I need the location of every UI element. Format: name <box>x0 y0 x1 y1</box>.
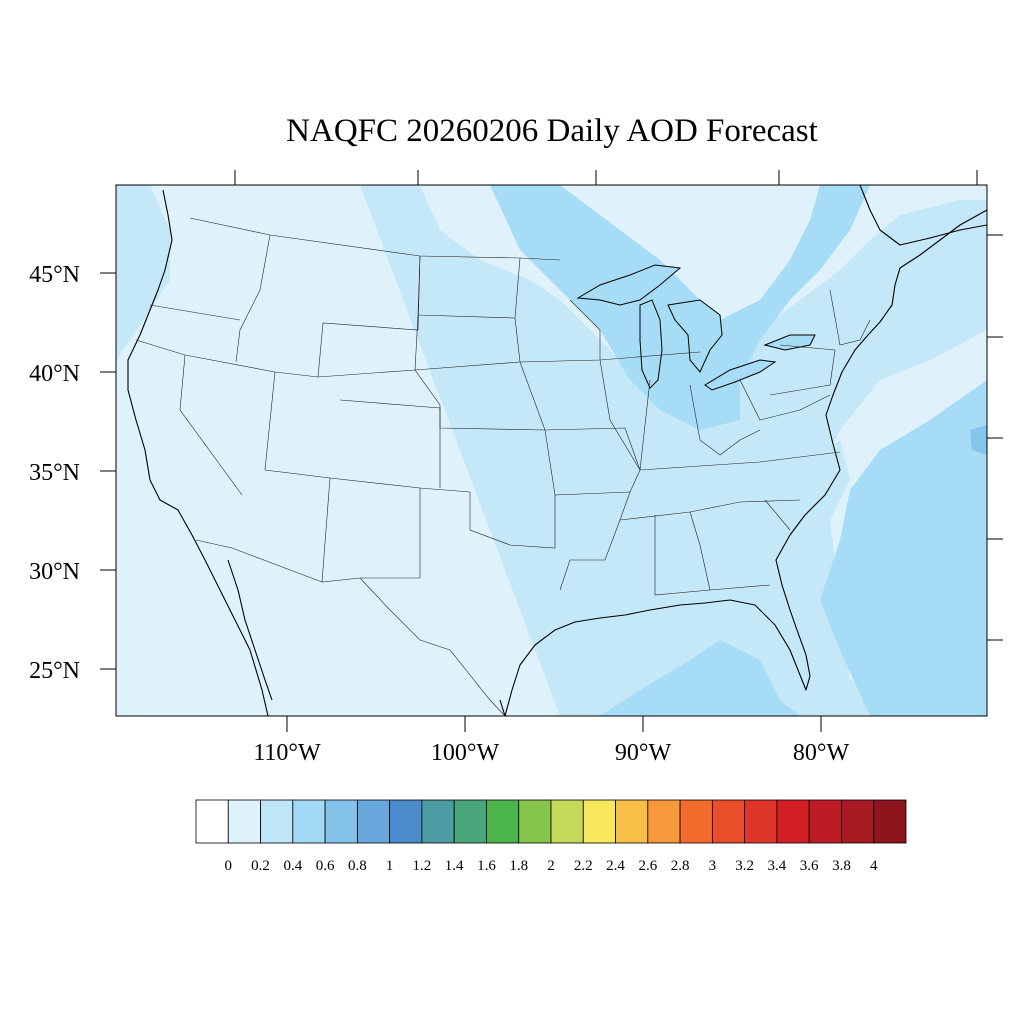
colorbar-label: 2.4 <box>606 858 625 874</box>
colorbar <box>195 799 907 844</box>
right-ticks <box>987 234 1003 641</box>
colorbar-swatch <box>389 799 423 844</box>
left-ticks <box>100 272 116 670</box>
coastline-pacific <box>127 189 269 716</box>
colorbar-swatch <box>195 799 229 844</box>
colorbar-label: 2.6 <box>638 858 657 874</box>
aod-region-west-coast-light <box>116 185 170 360</box>
colorbar-label: 0 <box>225 858 233 874</box>
lat-label: 30°N <box>29 559 80 585</box>
colorbar-swatch <box>324 799 358 844</box>
colorbar-swatch <box>776 799 810 844</box>
longitude-labels: 110°W 100°W 90°W 80°W <box>253 740 849 766</box>
colorbar-swatch <box>453 799 487 844</box>
colorbar-swatch <box>873 799 907 844</box>
colorbar-swatch <box>647 799 681 844</box>
colorbar-swatch <box>582 799 616 844</box>
lon-label: 100°W <box>431 740 500 766</box>
lake-michigan <box>639 299 663 389</box>
colorbar-label: 1.2 <box>413 858 432 874</box>
map-frame <box>115 184 988 717</box>
colorbar-labels: 0 0.2 0.4 0.6 0.8 1 1.2 1.4 1.6 1.8 2 2.2 2.4 2.6 2.8 3… <box>225 858 878 874</box>
colorbar-label: 1.8 <box>509 858 528 874</box>
colorbar-label: 3.2 <box>735 858 754 874</box>
coastline-baja <box>227 559 273 701</box>
colorbar-swatch <box>260 799 294 844</box>
colorbar-label: 4 <box>870 858 878 874</box>
lake-superior <box>576 264 682 306</box>
colorbar-swatch <box>711 799 746 844</box>
colorbar-label: 2 <box>547 858 555 874</box>
colorbar-swatch <box>744 799 778 844</box>
colorbar-label: 0.4 <box>283 858 302 874</box>
aod-map <box>116 185 987 716</box>
colorbar-swatch <box>227 799 261 844</box>
coastline-atlantic <box>775 209 987 611</box>
colorbar-label: 2.2 <box>574 858 593 874</box>
lat-label: 40°N <box>29 361 80 387</box>
colorbar-label: 1.6 <box>477 858 496 874</box>
bottom-ticks <box>286 716 822 732</box>
lon-label: 90°W <box>615 740 672 766</box>
colorbar-label: 0.2 <box>251 858 270 874</box>
coastline-mexico-east <box>499 699 506 716</box>
colorbar-label: 2.8 <box>671 858 690 874</box>
colorbar-label: 0.6 <box>316 858 335 874</box>
state-borders <box>135 217 871 716</box>
lon-label: 80°W <box>793 740 850 766</box>
colorbar-swatch <box>550 799 584 844</box>
latitude-labels: 45°N 40°N 35°N 30°N 25°N <box>29 262 80 684</box>
colorbar-swatch <box>808 799 842 844</box>
lat-label: 35°N <box>29 460 80 486</box>
top-ticks <box>234 170 978 185</box>
colorbar-swatch <box>679 799 713 844</box>
lake-erie <box>704 359 777 391</box>
colorbar-swatch <box>421 799 455 844</box>
colorbar-label: 1.4 <box>445 858 464 874</box>
colorbar-label: 0.8 <box>348 858 367 874</box>
colorbar-swatch <box>615 799 649 844</box>
colorbar-label: 3.4 <box>768 858 787 874</box>
colorbar-swatch <box>841 799 875 844</box>
aod-field <box>116 185 987 716</box>
colorbar-swatch <box>518 799 552 844</box>
lat-label: 25°N <box>29 658 80 684</box>
colorbar-label: 1 <box>386 858 394 874</box>
aod-region-ocean-medium <box>820 380 987 716</box>
colorbar-swatch <box>292 799 326 844</box>
coastlines <box>127 185 987 716</box>
great-lakes <box>576 264 816 391</box>
lon-label: 110°W <box>253 740 321 766</box>
colorbar-label: 3.6 <box>800 858 819 874</box>
colorbar-label: 3.8 <box>832 858 851 874</box>
figure-title: NAQFC 20260206 Daily AOD Forecast <box>286 113 818 149</box>
colorbar-swatch <box>356 799 391 844</box>
lat-label: 45°N <box>29 262 80 288</box>
lake-huron <box>667 299 723 373</box>
aod-region-gulf-medium <box>600 640 800 716</box>
colorbar-swatch <box>486 799 520 844</box>
coastline-gulf-of-mexico <box>504 599 811 716</box>
aod-region-atlantic-dark <box>970 425 987 455</box>
lake-ontario <box>763 334 816 351</box>
colorbar-label: 3 <box>709 858 717 874</box>
aod-region-eastern-light <box>560 380 850 540</box>
coastline-canada-north <box>859 185 987 246</box>
